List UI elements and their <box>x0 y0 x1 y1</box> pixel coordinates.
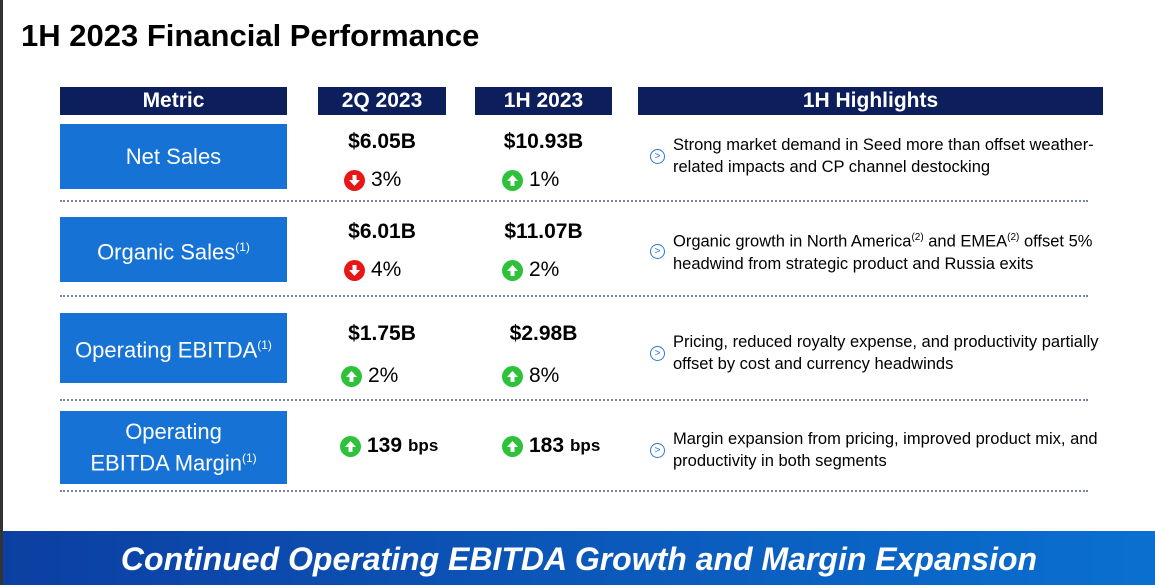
highlight: > Pricing, reduced royalty expense, and p… <box>650 331 1100 375</box>
unit: bps <box>570 436 601 455</box>
h1-change: 183 bps <box>502 434 600 458</box>
h1-value: 183 <box>529 434 565 457</box>
metric-label: Operating EBITDA <box>75 337 258 363</box>
h1-change: 2% <box>502 258 559 282</box>
highlight: > Organic growth in North America(2) and … <box>650 229 1100 273</box>
arrow-down-icon <box>344 169 365 191</box>
q2-value: $1.75B <box>348 322 416 345</box>
arrow-up-icon <box>502 169 523 191</box>
h1-change: 8% <box>502 364 559 388</box>
highlight-text: Strong market demand in Seed more than o… <box>673 136 1094 176</box>
q2-change-value: 4% <box>371 258 402 281</box>
h1-change: 1% <box>502 168 559 192</box>
arrow-up-icon <box>340 435 361 457</box>
arrow-up-icon <box>502 435 523 457</box>
unit: bps <box>408 436 439 455</box>
h1-value: $10.93B <box>503 130 584 153</box>
h1-change-value: 8% <box>529 364 560 387</box>
arrow-up-icon <box>502 365 523 387</box>
header-metric: Metric <box>60 87 287 115</box>
highlight-text: Pricing, reduced royalty expense, and pr… <box>673 333 1099 373</box>
q2-value: 139 <box>367 434 403 457</box>
arrow-up-icon <box>341 365 362 387</box>
metric-label: Net Sales <box>125 143 222 169</box>
chevron-circle-icon: > <box>650 243 665 259</box>
arrow-down-icon <box>344 259 365 281</box>
metric-label: Operating EBITDA Margin <box>90 418 242 476</box>
metric-organic-sales: Organic Sales(1) <box>60 217 287 282</box>
header-highlights: 1H Highlights <box>638 87 1103 115</box>
divider <box>60 200 1088 202</box>
footnote: (1) <box>257 338 272 353</box>
footnote: (1) <box>235 239 250 254</box>
highlight-text: Margin expansion from pricing, improved … <box>673 430 1098 470</box>
h1-change-value: 2% <box>529 258 560 281</box>
divider <box>60 399 1088 401</box>
left-border <box>0 0 3 585</box>
banner: Continued Operating EBITDA Growth and Ma… <box>3 531 1155 585</box>
header-2q: 2Q 2023 <box>318 87 446 115</box>
h1-change-value: 1% <box>529 168 560 191</box>
metric-label: Organic Sales <box>97 239 236 265</box>
highlight-text: Organic growth in North America <box>673 232 912 251</box>
metric-ebitda-margin: Operating EBITDA Margin(1) <box>60 411 287 484</box>
arrow-up-icon <box>502 259 523 281</box>
chevron-circle-icon: > <box>650 345 665 361</box>
metric-net-sales: Net Sales <box>60 124 287 189</box>
metric-operating-ebitda: Operating EBITDA(1) <box>60 313 287 383</box>
chevron-circle-icon: > <box>650 442 665 458</box>
header-1h: 1H 2023 <box>475 87 612 115</box>
highlight-text: offset 5% headwind from strategic produc… <box>673 232 1093 273</box>
divider <box>60 295 1088 297</box>
footnote: (2) <box>911 232 924 244</box>
divider <box>60 490 1088 492</box>
q2-change: 139 bps <box>340 434 438 458</box>
q2-change-value: 3% <box>371 168 402 191</box>
q2-value: $6.01B <box>348 220 416 243</box>
q2-value: $6.05B <box>348 130 416 153</box>
highlight: > Strong market demand in Seed more than … <box>650 134 1100 178</box>
highlight: > Margin expansion from pricing, improved… <box>650 428 1100 472</box>
q2-change: 2% <box>341 364 398 388</box>
footnote: (2) <box>1007 232 1020 244</box>
h1-value: $11.07B <box>504 220 583 243</box>
q2-change: 4% <box>344 258 401 282</box>
highlight-text: and EMEA <box>923 232 1008 251</box>
q2-change: 3% <box>344 168 401 192</box>
q2-change-value: 2% <box>368 364 399 387</box>
h1-value: $2.98B <box>509 322 578 345</box>
chevron-circle-icon: > <box>650 148 665 164</box>
footnote: (1) <box>241 450 257 465</box>
page-title: 1H 2023 Financial Performance <box>21 18 480 53</box>
